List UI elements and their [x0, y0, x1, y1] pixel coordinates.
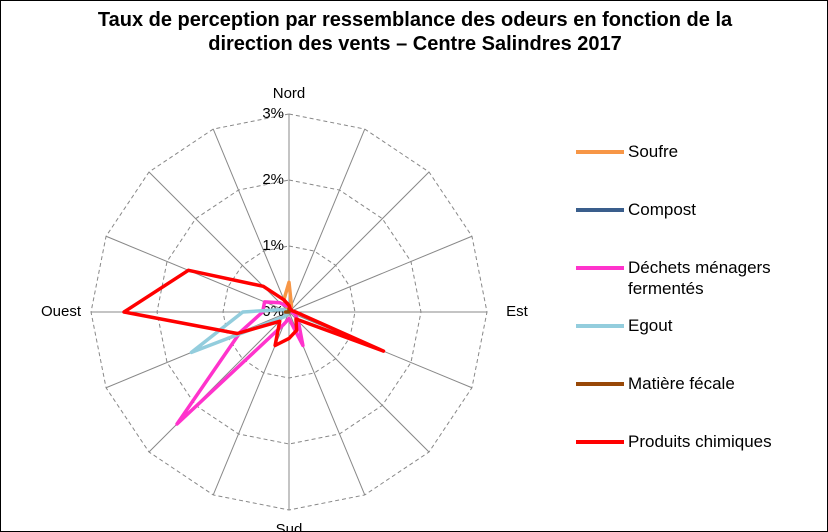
- spoke: [212, 128, 290, 313]
- category-label: Est: [506, 303, 529, 320]
- legend-label: Déchets ménagers fermentés: [628, 258, 771, 298]
- chart-title: Taux de perception par ressemblance des …: [98, 9, 733, 55]
- spoke: [288, 235, 473, 313]
- legend-item: Compost: [576, 199, 816, 257]
- legend-swatch: [576, 382, 624, 386]
- legend-swatch: [576, 208, 624, 212]
- spoke: [288, 311, 430, 453]
- legend-item: Déchets ménagers fermentés: [576, 257, 816, 315]
- legend-item: Soufre: [576, 141, 816, 199]
- legend-label: Matière fécale: [628, 374, 735, 393]
- legend-label: Produits chimiques: [628, 432, 772, 451]
- series-line: [189, 307, 291, 355]
- series-line: [283, 306, 291, 314]
- series-line: [122, 268, 386, 353]
- tick-label: 3%: [262, 105, 284, 122]
- legend-swatch: [576, 440, 624, 444]
- category-label: Sud: [276, 521, 303, 531]
- legend-item: Produits chimiques: [576, 431, 816, 489]
- spoke: [288, 171, 430, 313]
- spoke: [288, 128, 366, 313]
- category-label: Ouest: [41, 303, 82, 320]
- tick-label: 1%: [262, 237, 284, 254]
- legend-label: Soufre: [628, 142, 679, 161]
- grid-ring: [156, 179, 422, 445]
- category-label: Nord: [273, 85, 306, 102]
- legend-label: Egout: [628, 316, 673, 335]
- spoke: [148, 311, 290, 453]
- legend-swatch: [576, 150, 624, 154]
- legend-swatch: [576, 266, 624, 270]
- spoke: [105, 235, 290, 313]
- legend-label: Compost: [628, 200, 697, 219]
- legend-swatch: [576, 324, 624, 328]
- legend-item: Matière fécale: [576, 373, 816, 431]
- legend: Soufre Compost Déchets ménagers fermentés E…: [576, 141, 816, 489]
- tick-label: 2%: [262, 171, 284, 188]
- series-line: [175, 300, 305, 426]
- legend-item: Egout: [576, 315, 816, 373]
